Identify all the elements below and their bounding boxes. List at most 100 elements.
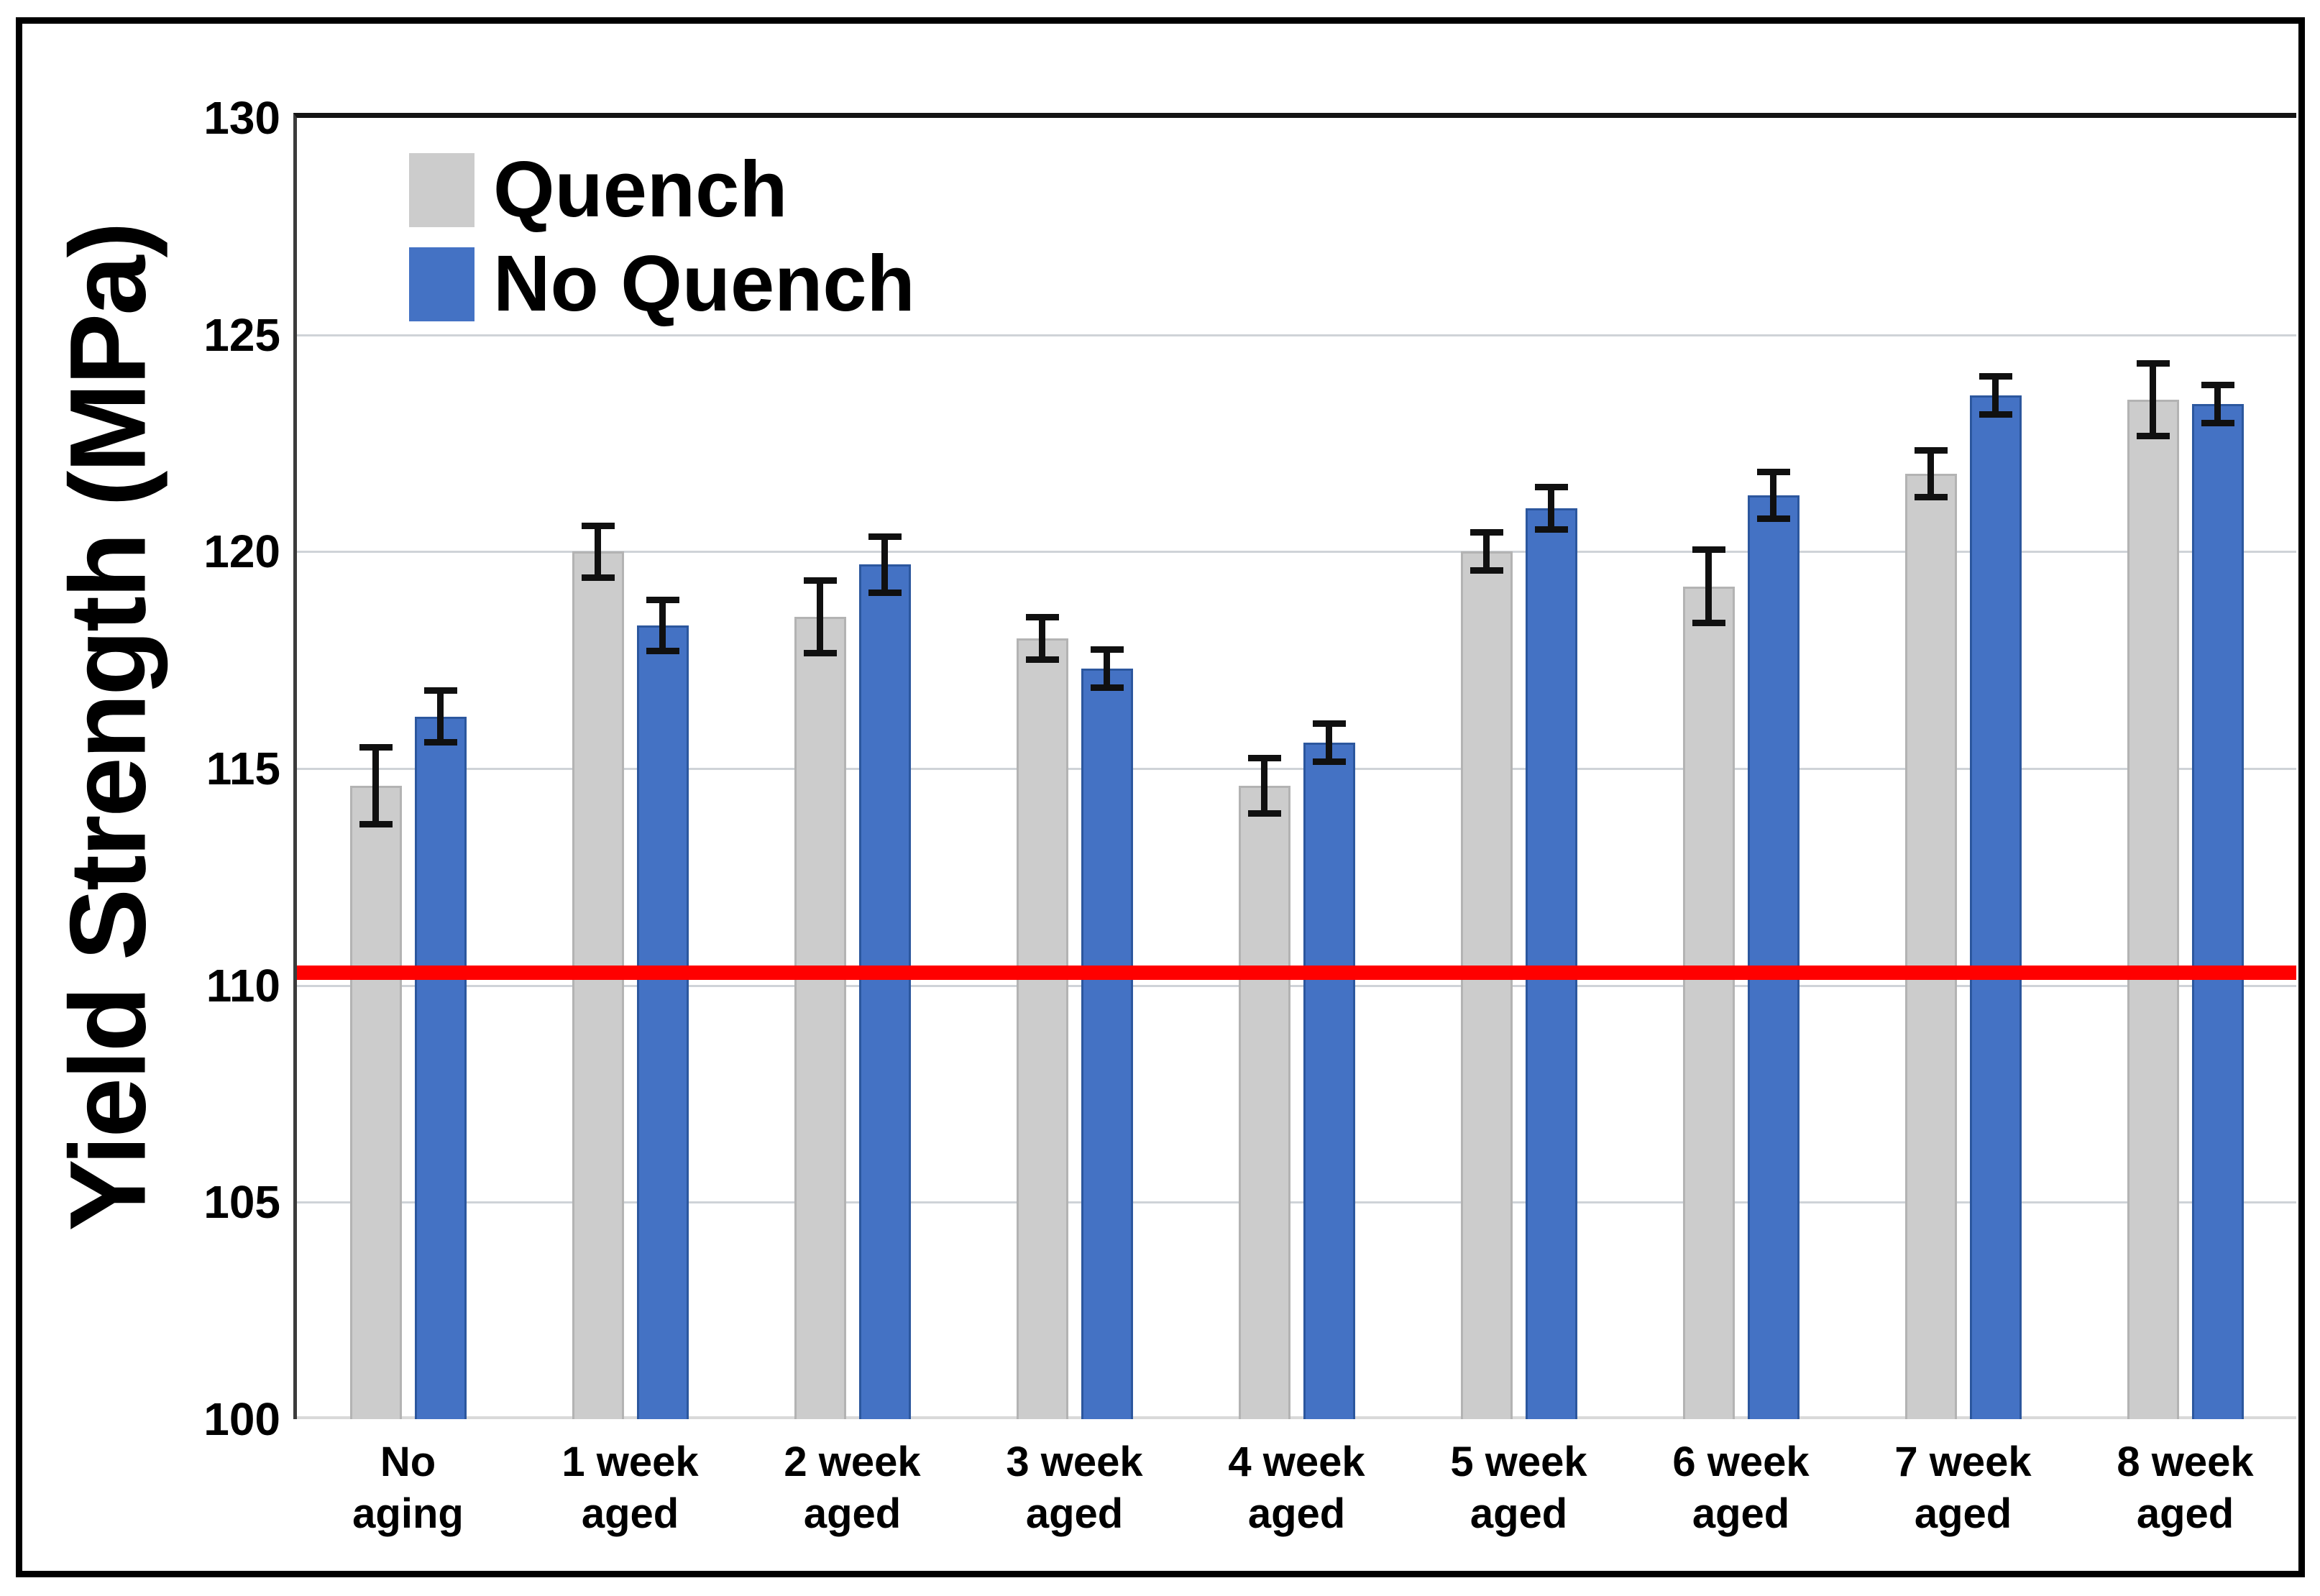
x-label-7-week-aged: 7 week aged bbox=[1856, 1436, 2071, 1540]
error-cap-bottom-no-quench-7-week-aged bbox=[1979, 411, 2012, 418]
x-label-line: aged bbox=[803, 1490, 902, 1537]
error-cap-top-no-quench-6-week-aged bbox=[1756, 468, 1790, 475]
error-bar-no-quench-8-week-aged bbox=[2214, 385, 2221, 424]
bar-quench-4-week-aged bbox=[1238, 786, 1290, 1419]
error-cap-top-quench-4-week-aged bbox=[1247, 754, 1281, 761]
error-bar-no-quench-4-week-aged bbox=[1326, 723, 1332, 762]
error-bar-quench-2-week-aged bbox=[817, 579, 823, 654]
error-cap-top-no-quench-1-week-aged bbox=[646, 596, 679, 603]
error-bar-no-quench-no-aging bbox=[437, 690, 444, 743]
x-label-line: 7 week bbox=[1894, 1439, 2032, 1485]
error-bar-no-quench-1-week-aged bbox=[659, 599, 666, 652]
x-label-4-week-aged: 4 week aged bbox=[1189, 1436, 1405, 1540]
y-tick-label-125: 125 bbox=[203, 308, 280, 361]
bar-no-quench-3-week-aged bbox=[1081, 669, 1133, 1419]
bar-quench-3-week-aged bbox=[1016, 638, 1068, 1419]
error-cap-top-quench-7-week-aged bbox=[1914, 446, 1948, 454]
error-bar-quench-8-week-aged bbox=[2150, 362, 2156, 437]
x-label-3-week-aged: 3 week aged bbox=[967, 1436, 1183, 1540]
legend: Quench No Quench bbox=[409, 150, 915, 339]
y-tick-label-120: 120 bbox=[203, 526, 280, 578]
gridline-110 bbox=[297, 984, 2296, 987]
bar-no-quench-1-week-aged bbox=[636, 625, 689, 1419]
x-label-line: aged bbox=[581, 1490, 679, 1537]
error-bar-quench-1-week-aged bbox=[595, 526, 601, 578]
legend-label-quench: Quench bbox=[493, 145, 788, 234]
error-bar-quench-3-week-aged bbox=[1039, 616, 1045, 661]
x-label-6-week-aged: 6 week aged bbox=[1633, 1436, 1849, 1540]
bar-no-quench-6-week-aged bbox=[1747, 495, 1799, 1419]
legend-label-no-quench: No Quench bbox=[493, 239, 915, 328]
error-cap-top-no-quench-7-week-aged bbox=[1979, 372, 2012, 380]
error-cap-top-no-quench-4-week-aged bbox=[1312, 720, 1346, 727]
bar-no-quench-5-week-aged bbox=[1525, 508, 1577, 1419]
x-label-line: 3 week bbox=[1006, 1439, 1143, 1485]
error-bar-quench-6-week-aged bbox=[1705, 549, 1712, 623]
x-label-line: 8 week bbox=[2117, 1439, 2254, 1485]
error-bar-no-quench-3-week-aged bbox=[1104, 649, 1110, 689]
error-cap-bottom-no-quench-no-aging bbox=[423, 738, 457, 746]
error-cap-top-quench-5-week-aged bbox=[1470, 529, 1503, 536]
error-cap-bottom-quench-8-week-aged bbox=[2136, 433, 2170, 440]
x-label-no-aging: No aging bbox=[301, 1436, 516, 1540]
legend-swatch-quench bbox=[409, 152, 474, 227]
bar-no-quench-7-week-aged bbox=[1969, 395, 2022, 1419]
legend-swatch-no-quench bbox=[409, 247, 474, 321]
error-cap-bottom-quench-5-week-aged bbox=[1470, 567, 1503, 574]
y-tick-label-130: 130 bbox=[203, 92, 280, 144]
reference-line bbox=[297, 965, 2296, 980]
error-cap-bottom-no-quench-1-week-aged bbox=[646, 648, 679, 655]
gridline-120 bbox=[297, 551, 2296, 554]
error-cap-bottom-quench-1-week-aged bbox=[581, 574, 615, 581]
error-cap-top-quench-8-week-aged bbox=[2136, 359, 2170, 367]
error-bar-no-quench-5-week-aged bbox=[1548, 486, 1554, 531]
error-bar-quench-5-week-aged bbox=[1483, 532, 1490, 572]
error-cap-top-no-quench-5-week-aged bbox=[1534, 483, 1568, 490]
error-cap-top-quench-no-aging bbox=[359, 743, 393, 751]
bar-quench-1-week-aged bbox=[572, 551, 624, 1419]
error-cap-bottom-quench-2-week-aged bbox=[803, 650, 837, 657]
plot-area bbox=[293, 113, 2296, 1419]
error-cap-bottom-quench-4-week-aged bbox=[1247, 810, 1281, 817]
error-bar-no-quench-7-week-aged bbox=[1992, 375, 1999, 416]
x-label-line: aged bbox=[1914, 1490, 2012, 1537]
bar-no-quench-no-aging bbox=[414, 716, 467, 1419]
error-cap-bottom-no-quench-3-week-aged bbox=[1090, 684, 1124, 692]
x-label-line: aged bbox=[1247, 1490, 1346, 1537]
x-label-1-week-aged: 1 week aged bbox=[523, 1436, 738, 1540]
x-label-2-week-aged: 2 week aged bbox=[745, 1436, 960, 1540]
error-cap-bottom-no-quench-6-week-aged bbox=[1756, 515, 1790, 523]
bar-no-quench-8-week-aged bbox=[2191, 404, 2244, 1419]
legend-item-no-quench: No Quench bbox=[409, 244, 915, 324]
bar-quench-2-week-aged bbox=[794, 616, 846, 1419]
x-label-line: 1 week bbox=[561, 1439, 699, 1485]
gridline-115 bbox=[297, 768, 2296, 770]
error-cap-top-no-quench-2-week-aged bbox=[868, 533, 902, 541]
error-cap-bottom-no-quench-8-week-aged bbox=[2201, 420, 2234, 427]
error-cap-bottom-no-quench-2-week-aged bbox=[868, 589, 902, 596]
x-label-line: aged bbox=[2136, 1490, 2234, 1537]
error-cap-bottom-quench-6-week-aged bbox=[1692, 619, 1725, 626]
error-cap-bottom-quench-7-week-aged bbox=[1914, 493, 1948, 500]
x-label-line: aged bbox=[1692, 1490, 1790, 1537]
bar-quench-no-aging bbox=[349, 786, 402, 1419]
error-bar-no-quench-2-week-aged bbox=[881, 536, 888, 593]
x-label-5-week-aged: 5 week aged bbox=[1411, 1436, 1627, 1540]
legend-item-quench: Quench bbox=[409, 150, 915, 229]
x-label-line: aged bbox=[1025, 1490, 1124, 1537]
error-cap-top-quench-6-week-aged bbox=[1692, 546, 1725, 554]
error-cap-top-no-quench-3-week-aged bbox=[1090, 646, 1124, 653]
error-cap-top-quench-1-week-aged bbox=[581, 523, 615, 530]
error-cap-bottom-quench-3-week-aged bbox=[1025, 656, 1059, 664]
x-label-line: 5 week bbox=[1450, 1439, 1587, 1485]
bar-no-quench-2-week-aged bbox=[858, 564, 911, 1419]
bar-quench-5-week-aged bbox=[1460, 551, 1513, 1419]
gridline-105 bbox=[297, 1201, 2296, 1204]
error-bar-quench-no-aging bbox=[372, 746, 379, 825]
bar-no-quench-4-week-aged bbox=[1303, 742, 1355, 1419]
bar-quench-7-week-aged bbox=[1904, 473, 1957, 1419]
x-label-line: 6 week bbox=[1672, 1439, 1810, 1485]
y-axis-title: Yield Strength (MPa) bbox=[47, 224, 168, 1232]
bar-quench-6-week-aged bbox=[1682, 586, 1735, 1419]
